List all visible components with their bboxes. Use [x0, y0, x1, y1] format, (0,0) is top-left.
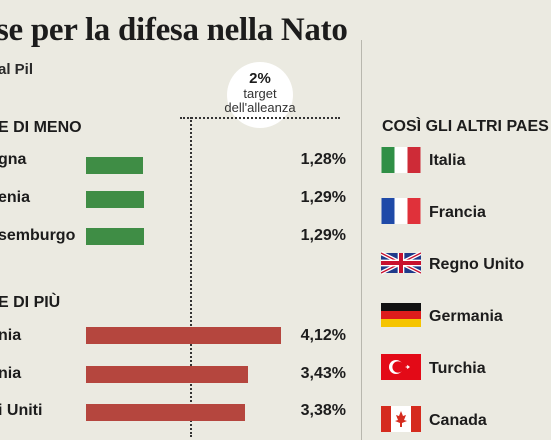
bar-value-label: 1,28%	[300, 151, 346, 168]
bar-value-label: 3,38%	[300, 402, 346, 419]
bar-value-label: 3,43%	[300, 365, 346, 382]
bar	[86, 228, 144, 245]
column-divider	[361, 40, 362, 440]
uk-flag-icon	[381, 250, 421, 276]
france-flag-icon	[381, 198, 421, 224]
bar-label: nia	[0, 365, 22, 382]
country-name: Regno Unito	[429, 256, 525, 273]
bar-value-label: 1,29%	[300, 227, 346, 244]
group-heading-less: E DI MENO	[0, 119, 82, 136]
italy-flag-icon	[381, 147, 421, 173]
country-name: Canada	[429, 412, 487, 429]
target-percent: 2%	[249, 70, 271, 87]
country-name: Germania	[429, 308, 503, 325]
group-heading-more: E DI PIÙ	[0, 294, 61, 311]
bar-value-label: 1,29%	[300, 189, 346, 206]
target-label-line2: dell'alleanza	[224, 100, 296, 115]
country-name: Turchia	[429, 360, 486, 377]
bar-label: semburgo	[0, 227, 76, 244]
bar-label: i Uniti	[0, 402, 43, 419]
turkey-flag-icon	[381, 354, 421, 380]
bar	[86, 157, 143, 174]
canada-flag-icon	[381, 406, 421, 432]
bar	[86, 327, 281, 344]
germany-flag-icon	[381, 302, 421, 328]
target-label-line1: target	[243, 86, 277, 101]
bar	[86, 366, 248, 383]
target-line-horizontal	[180, 117, 340, 119]
bar	[86, 404, 245, 421]
bar-label: gna	[0, 151, 27, 168]
bar-value-label: 4,12%	[300, 327, 346, 344]
chart-title: se per la difesa nella Nato	[0, 12, 348, 48]
country-name: Francia	[429, 204, 486, 221]
bar	[86, 191, 144, 208]
chart-subtitle: al Pil	[0, 61, 34, 78]
target-label: target dell'alleanza	[210, 87, 310, 115]
bar-label: enia	[0, 189, 31, 206]
others-heading: COSÌ GLI ALTRI PAES	[382, 118, 549, 135]
bar-label: nia	[0, 327, 22, 344]
target-line	[190, 117, 192, 437]
country-name: Italia	[429, 152, 466, 169]
